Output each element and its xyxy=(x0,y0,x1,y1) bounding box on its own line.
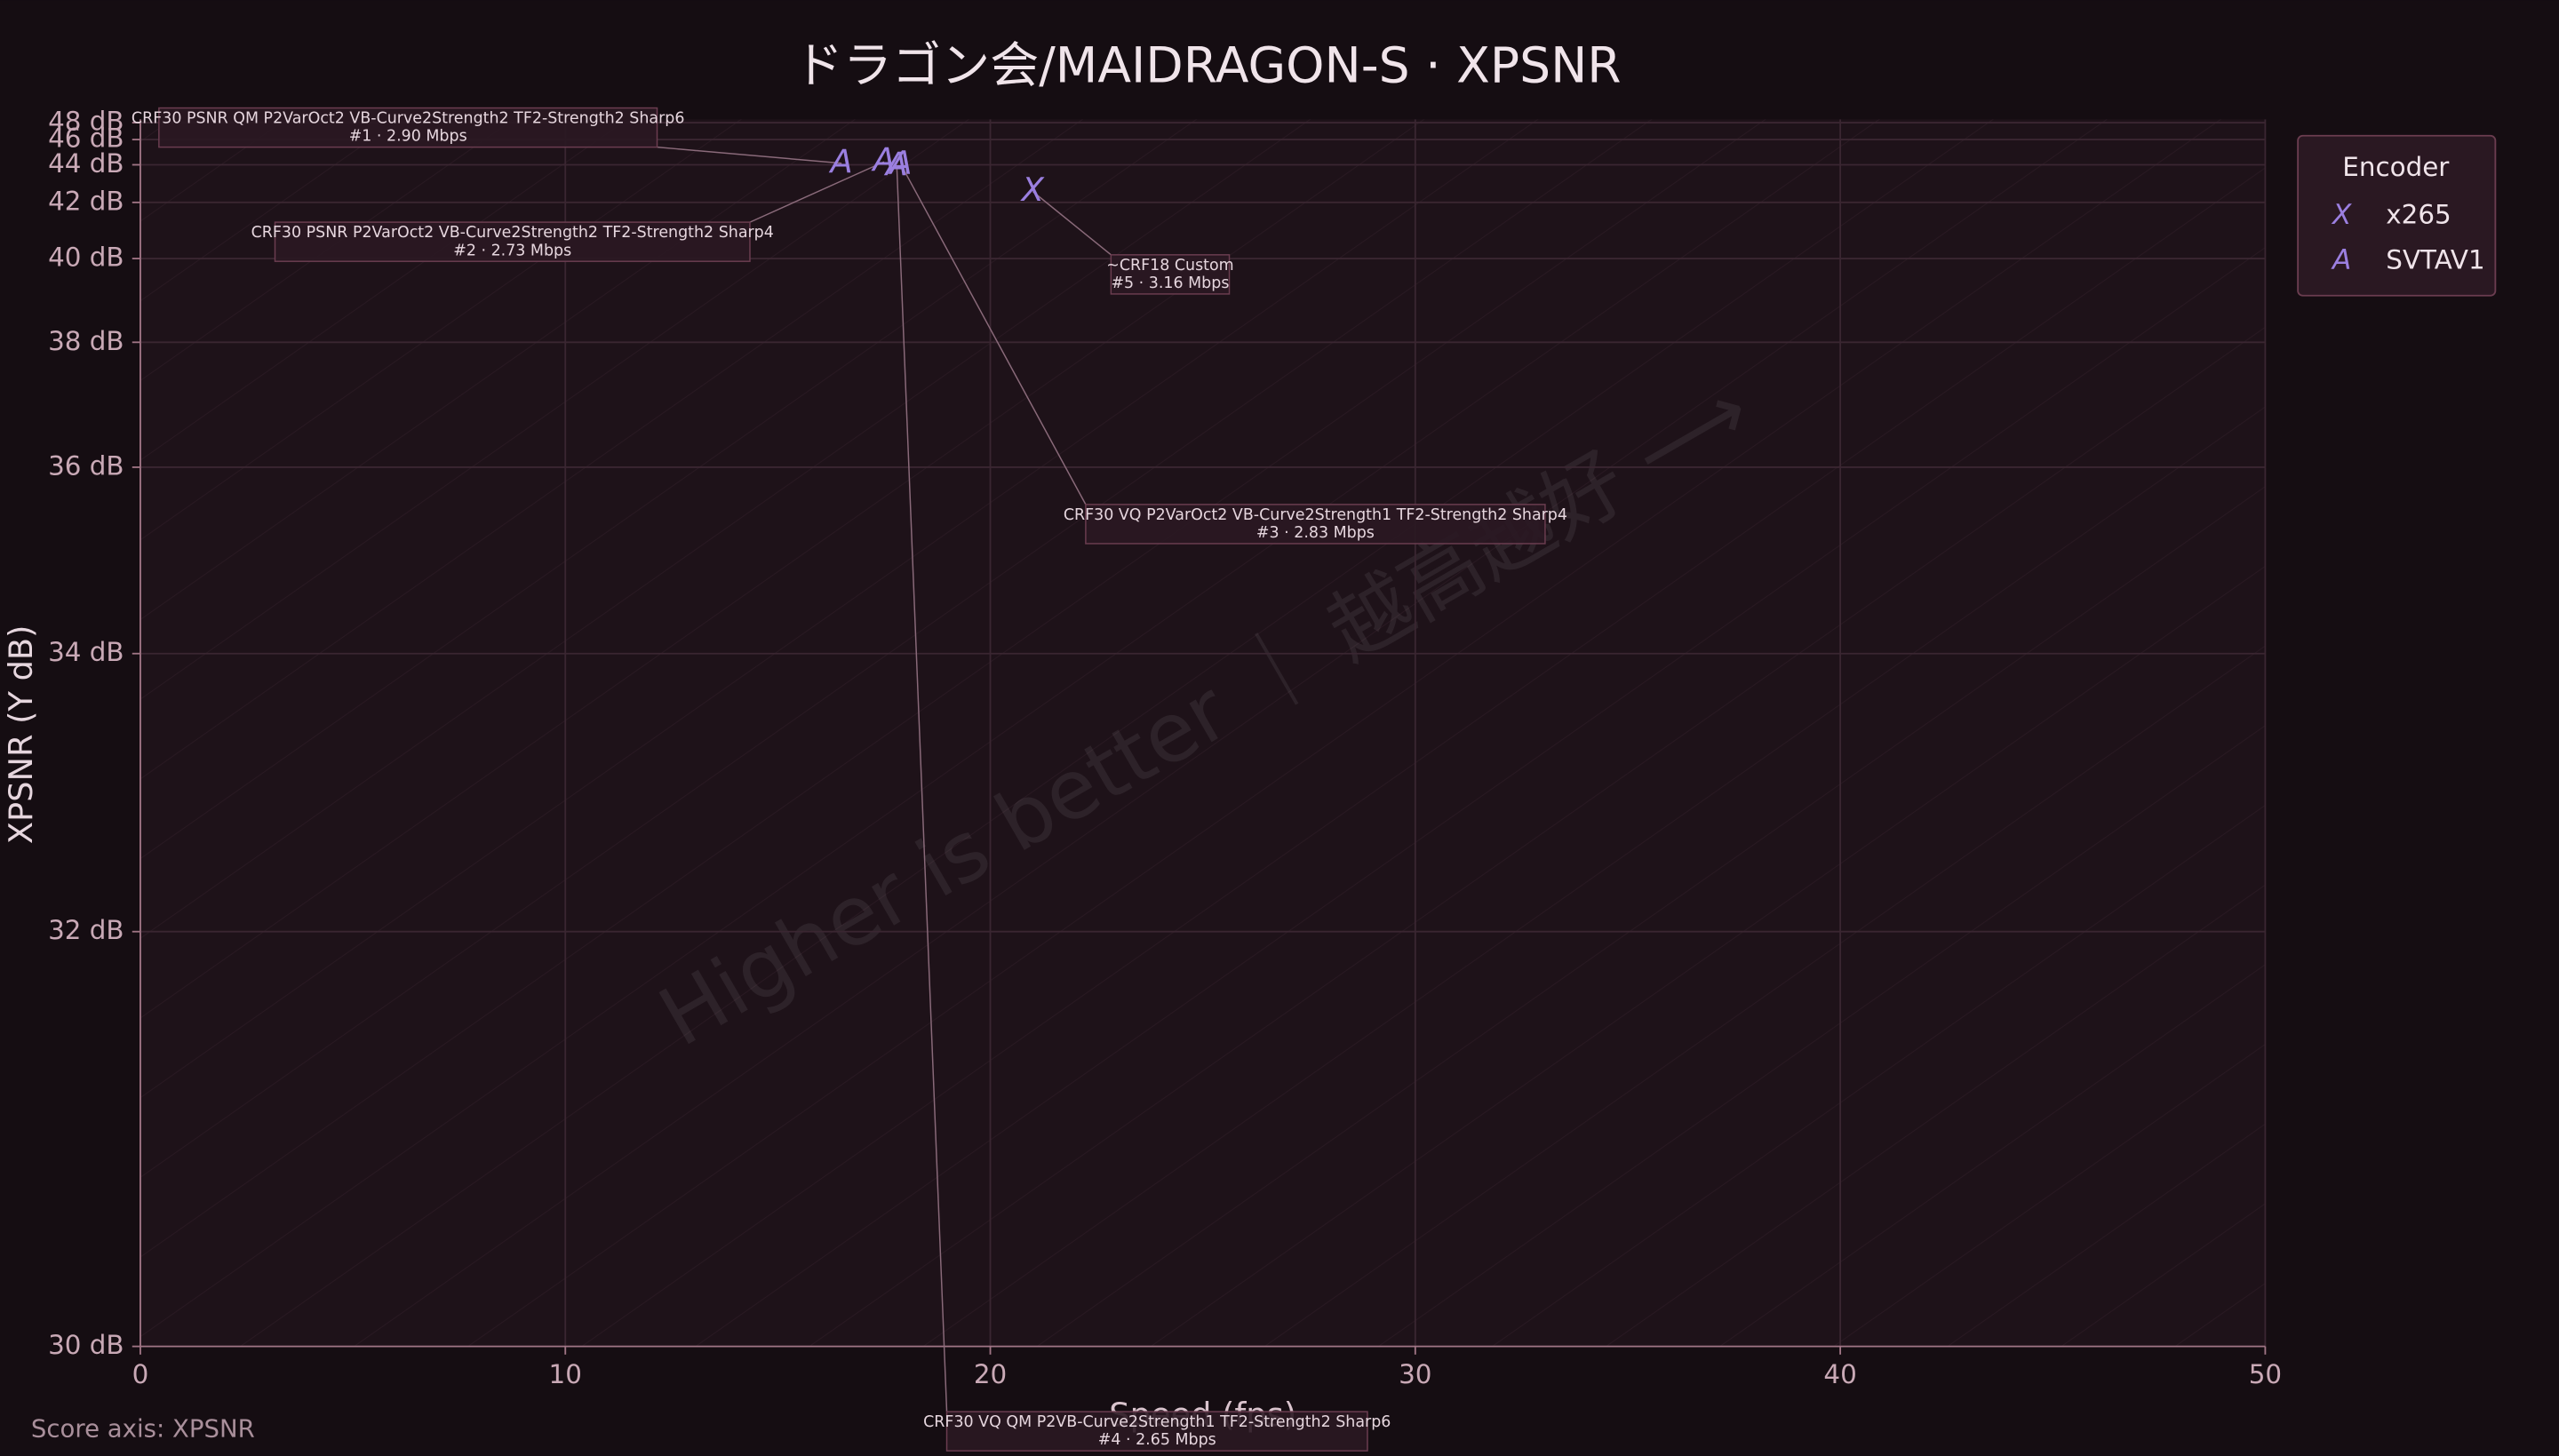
x-tick-label: 40 xyxy=(1823,1359,1856,1389)
point: A xyxy=(884,146,908,184)
x-tick-label: 0 xyxy=(132,1359,149,1389)
point: X xyxy=(1020,171,1045,209)
annotation-box xyxy=(1085,504,1546,545)
chart-title: ドラゴン会/MAIDRAGON-S · XPSNR xyxy=(794,37,1622,94)
legend-marker: A xyxy=(2331,244,2351,276)
y-tick-label: 34 dB xyxy=(48,637,124,667)
x-tick-label: 10 xyxy=(549,1359,582,1389)
annotation-detail: #3 · 2.83 Mbps xyxy=(1256,524,1375,542)
legend-label: SVTAV1 xyxy=(2386,245,2484,275)
footnote: Score axis: XPSNR xyxy=(31,1414,255,1443)
annotation-leader xyxy=(896,166,948,1412)
annotation-label: ~CRF18 Custom xyxy=(1106,257,1233,274)
x-tick-label: 30 xyxy=(1399,1359,1431,1389)
legend-label: x265 xyxy=(2386,199,2451,229)
annotation-leader xyxy=(1032,191,1112,256)
y-tick-label: 30 dB xyxy=(48,1330,124,1360)
legend-title: Encoder xyxy=(2342,152,2450,182)
y-tick-label: 40 dB xyxy=(48,243,124,273)
annotation-label: CRF30 VQ QM P2VB-Curve2Strength1 TF2-Str… xyxy=(923,1413,1391,1431)
x-tick-label: 50 xyxy=(2249,1359,2282,1389)
annotation-box xyxy=(945,1411,1368,1452)
annotation-label: CRF30 VQ P2VarOct2 VB-Curve2Strength1 TF… xyxy=(1064,506,1567,524)
annotation-leader xyxy=(657,146,842,164)
y-tick-label: 46 dB xyxy=(48,123,124,154)
y-axis-label: XPSNR (Y dB) xyxy=(2,625,40,845)
annotation-detail: #5 · 3.16 Mbps xyxy=(1111,274,1229,292)
annotation-leader xyxy=(900,164,1087,505)
annotation-label: CRF30 PSNR QM P2VarOct2 VB-Curve2Strengt… xyxy=(132,109,685,127)
y-tick-label: 32 dB xyxy=(48,915,124,945)
point: A xyxy=(829,142,853,180)
y-tick-label: 42 dB xyxy=(48,186,124,216)
legend-box xyxy=(2297,134,2497,297)
y-tick-label: 36 dB xyxy=(48,450,124,481)
x-tick-label: 20 xyxy=(974,1359,1007,1389)
annotation-label: CRF30 PSNR P2VarOct2 VB-Curve2Strength2 … xyxy=(251,224,774,242)
legend-marker: X xyxy=(2331,199,2352,231)
annotation-box xyxy=(274,221,751,262)
point: A xyxy=(871,141,895,179)
y-tick-label: 44 dB xyxy=(48,148,124,179)
annotation-box xyxy=(1110,254,1231,295)
point: A xyxy=(889,144,913,182)
annotation-box xyxy=(158,107,658,148)
y-tick-label: 38 dB xyxy=(48,326,124,356)
y-tick-label: 48 dB xyxy=(48,107,124,137)
annotation-leader xyxy=(749,161,885,223)
annotation-detail: #1 · 2.90 Mbps xyxy=(349,128,467,146)
annotation-detail: #2 · 2.73 Mbps xyxy=(453,242,571,259)
plot-hatch xyxy=(140,119,2266,1347)
annotation-detail: #4 · 2.65 Mbps xyxy=(1098,1431,1216,1449)
